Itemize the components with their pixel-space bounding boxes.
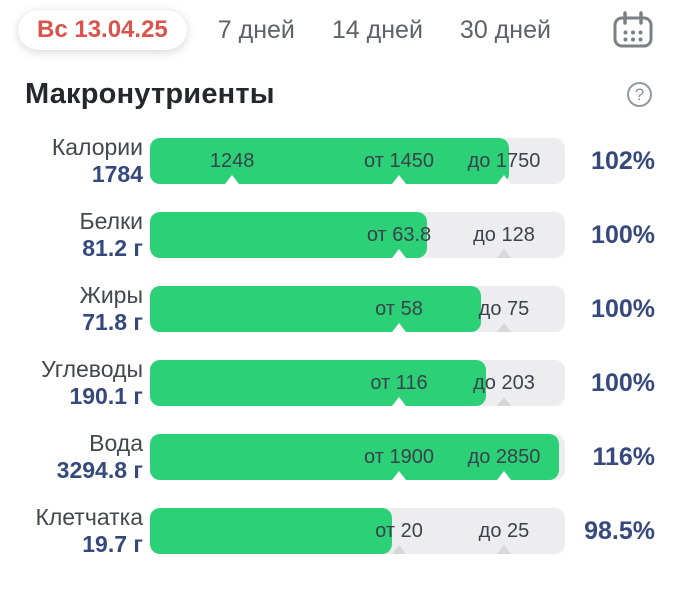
row-label-block: Калории 1784 [0, 134, 143, 188]
progress-bar-fill [150, 286, 482, 332]
bar-marker-label: от 58 [375, 297, 423, 320]
progress-bar-track: от 20 до 25 [150, 508, 565, 554]
percent-value: 102% [591, 146, 655, 175]
row-label-block: Клетчатка 19.7 г [0, 504, 143, 558]
nutrient-value: 71.8 г [82, 309, 143, 335]
nutrient-name: Жиры [79, 281, 143, 308]
nutrient-name: Калории [51, 133, 143, 160]
period-tabs: 7 дней 14 дней 30 дней [218, 16, 551, 45]
tab-14-days[interactable]: 14 дней [331, 15, 423, 44]
date-pill-button[interactable]: Вс 13.04.25 [18, 10, 187, 50]
progress-bar-track: от 116 до 203 [150, 360, 565, 406]
nutrient-name: Вода [89, 429, 143, 456]
bar-marker-label: от 116 [370, 371, 428, 394]
macro-rows: Калории 1784 1248 от 1450 до 1750 102% Бел… [0, 124, 680, 568]
bar-marker-label: от 1900 [364, 445, 434, 468]
row-label-block: Вода 3294.8 г [0, 430, 143, 484]
progress-bar-fill [150, 434, 559, 480]
progress-bar-fill [150, 360, 487, 406]
nutrient-value: 1784 [91, 161, 143, 187]
macro-row: Белки 81.2 г от 63.8 до 128 100% [0, 198, 680, 272]
nutrient-value: 81.2 г [82, 235, 143, 261]
calendar-icon[interactable] [611, 10, 655, 50]
bar-marker-label: до 25 [478, 519, 530, 542]
percent-value: 100% [591, 220, 655, 249]
range-caret-icon [496, 397, 511, 406]
macro-row: Углеводы 190.1 г от 116 до 203 100% [0, 346, 680, 420]
bar-marker-label: до 128 [473, 223, 535, 246]
bar-marker-label: до 2850 [467, 445, 541, 468]
range-caret-icon [392, 175, 406, 184]
bar-marker-label: от 1450 [364, 149, 434, 172]
percent-value: 116% [592, 442, 655, 471]
bar-marker-label: до 75 [478, 297, 530, 320]
percent-value: 100% [591, 368, 655, 397]
bar-marker-label: 1248 [209, 149, 255, 172]
range-caret-icon [392, 397, 406, 406]
nutrient-value: 19.7 г [82, 531, 143, 557]
nutrient-value: 3294.8 г [56, 457, 143, 483]
tab-30-days[interactable]: 30 дней [459, 15, 551, 44]
macro-row: Вода 3294.8 г от 1900 до 2850 116% [0, 420, 680, 494]
help-icon[interactable]: ? [627, 82, 652, 107]
bar-marker-label: до 1750 [467, 149, 541, 172]
page-title: Макронутриенты [25, 78, 275, 110]
row-label-block: Белки 81.2 г [0, 208, 143, 262]
range-caret-icon [496, 323, 511, 332]
percent-value: 98.5% [584, 516, 655, 545]
nutrient-value: 190.1 г [69, 383, 143, 409]
section-header: Макронутриенты ? [0, 52, 680, 111]
progress-bar-fill [150, 212, 427, 258]
macro-row: Калории 1784 1248 от 1450 до 1750 102% [0, 124, 680, 198]
progress-bar-track: 1248 от 1450 до 1750 [150, 138, 565, 184]
tab-7-days[interactable]: 7 дней [217, 15, 295, 44]
macro-row: Клетчатка 19.7 г от 20 до 25 98.5% [0, 494, 680, 568]
range-caret-icon [392, 545, 406, 554]
progress-bar-fill [150, 508, 392, 554]
bar-marker-label: от 20 [375, 519, 423, 542]
range-caret-icon [392, 249, 406, 258]
progress-bar-track: от 1900 до 2850 [150, 434, 565, 480]
progress-bar-track: от 63.8 до 128 [150, 212, 565, 258]
range-caret-icon [392, 323, 406, 332]
bar-marker-label: от 63.8 [366, 223, 432, 246]
nutrient-name: Клетчатка [35, 503, 143, 530]
percent-value: 100% [591, 294, 655, 323]
range-caret-icon [392, 471, 406, 480]
nutrient-name: Углеводы [41, 355, 143, 382]
range-caret-icon [496, 545, 511, 554]
topbar: Вс 13.04.25 7 дней 14 дней 30 дней [0, 0, 680, 52]
range-caret-icon [496, 249, 511, 258]
bar-marker-label: до 203 [473, 371, 535, 394]
range-caret-icon [496, 175, 511, 184]
macro-row: Жиры 71.8 г от 58 до 75 100% [0, 272, 680, 346]
row-label-block: Жиры 71.8 г [0, 282, 143, 336]
progress-bar-fill [150, 138, 509, 184]
nutrient-name: Белки [79, 207, 143, 234]
range-caret-icon [496, 471, 511, 480]
row-label-block: Углеводы 190.1 г [0, 356, 143, 410]
progress-bar-track: от 58 до 75 [150, 286, 565, 332]
range-caret-icon [225, 175, 240, 184]
